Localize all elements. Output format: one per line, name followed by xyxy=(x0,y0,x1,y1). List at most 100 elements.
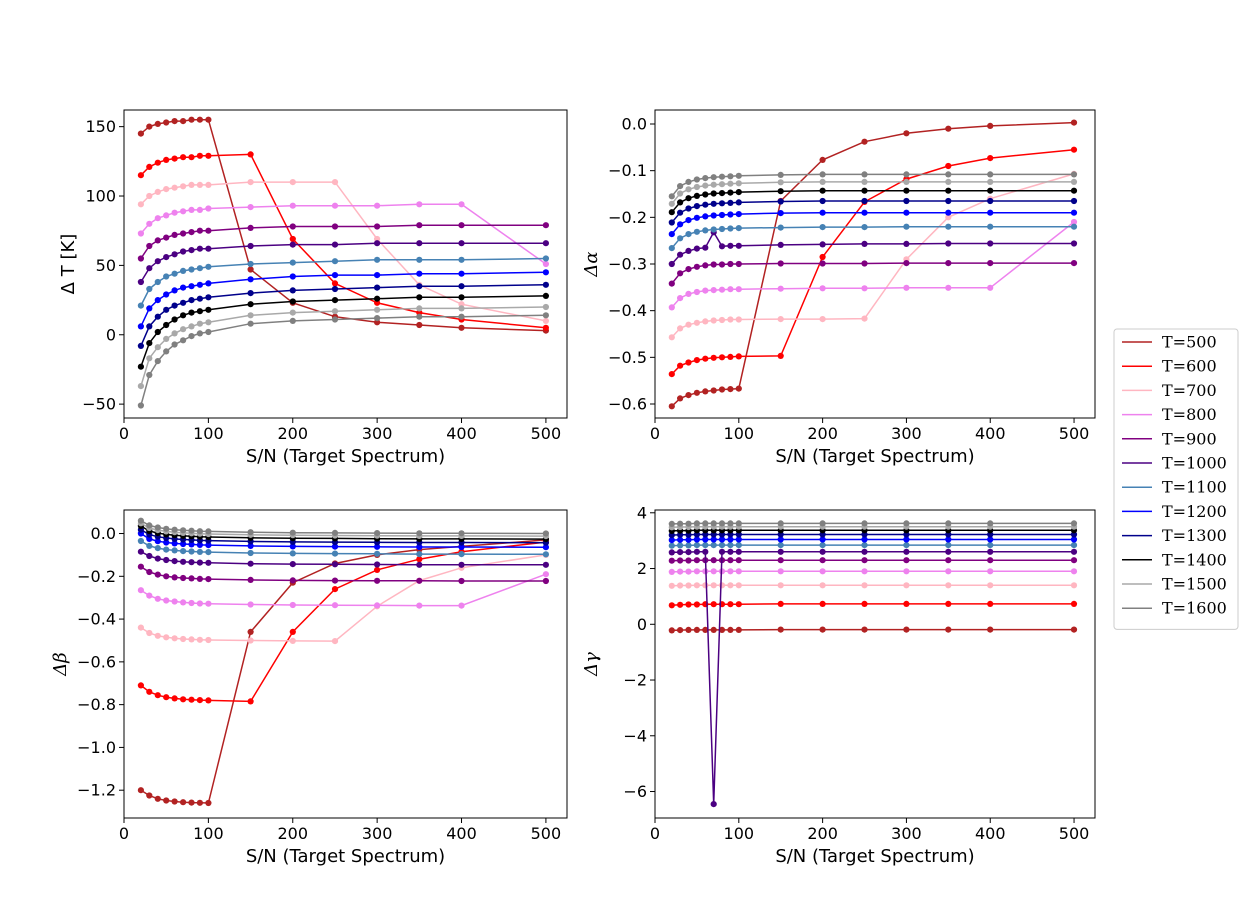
data-point xyxy=(668,200,675,207)
data-point xyxy=(188,541,195,548)
data-point xyxy=(163,573,170,580)
data-point xyxy=(247,312,254,319)
data-point xyxy=(458,561,465,568)
data-point xyxy=(171,184,178,191)
series-line-T-600 xyxy=(140,541,546,703)
data-point xyxy=(710,190,717,197)
data-point xyxy=(154,538,161,545)
data-point xyxy=(735,557,742,564)
data-point xyxy=(677,536,684,543)
data-point xyxy=(458,294,465,301)
data-point xyxy=(861,582,868,589)
data-point xyxy=(987,542,994,549)
data-point xyxy=(819,156,826,163)
y-axis-label: Δ T [K] xyxy=(58,234,79,295)
data-point xyxy=(205,116,212,123)
data-point xyxy=(416,294,423,301)
data-point xyxy=(710,387,717,394)
data-point xyxy=(718,181,726,188)
plot-area-dGamma xyxy=(668,520,1078,808)
series-line-T-1000 xyxy=(140,242,546,283)
data-point xyxy=(677,295,684,302)
series-line-T-1200 xyxy=(671,211,1074,235)
data-point xyxy=(777,210,784,217)
y-tick-label: −0.5 xyxy=(608,348,647,367)
data-point xyxy=(146,265,153,272)
data-point xyxy=(416,577,423,584)
data-point xyxy=(710,200,717,207)
data-point xyxy=(987,626,994,633)
data-point xyxy=(458,530,465,537)
data-point xyxy=(171,798,178,805)
data-point xyxy=(727,286,734,293)
data-point xyxy=(171,526,178,533)
data-point xyxy=(154,297,161,304)
series-line-T-800 xyxy=(671,570,1074,573)
data-point xyxy=(205,576,212,583)
data-point xyxy=(146,242,153,250)
data-point xyxy=(710,212,717,219)
data-point xyxy=(247,576,254,584)
data-point xyxy=(247,529,254,536)
data-point xyxy=(1070,240,1078,247)
data-point xyxy=(205,280,212,287)
x-tick-label: 300 xyxy=(362,424,393,443)
data-point xyxy=(247,224,254,231)
data-point xyxy=(289,298,296,305)
data-point xyxy=(903,130,910,137)
data-point xyxy=(196,799,203,806)
data-point xyxy=(861,520,868,527)
data-point xyxy=(702,582,709,589)
data-point xyxy=(196,281,203,288)
x-tick-label: 400 xyxy=(975,824,1006,843)
data-point xyxy=(542,260,550,268)
data-point xyxy=(685,290,692,297)
data-point xyxy=(1070,209,1078,216)
x-tick-label: 500 xyxy=(1059,824,1090,843)
data-point xyxy=(171,270,178,277)
data-point xyxy=(289,628,296,636)
y-tick-label: 0.0 xyxy=(91,524,116,543)
x-tick-label: 100 xyxy=(193,424,224,443)
data-point xyxy=(861,536,868,543)
series-line-T-1200 xyxy=(140,532,546,548)
data-point xyxy=(861,178,868,185)
data-point xyxy=(458,256,465,263)
data-point xyxy=(693,228,701,235)
data-point xyxy=(1070,548,1078,555)
axes-frame xyxy=(123,109,568,419)
data-point xyxy=(945,171,952,178)
data-point xyxy=(987,582,994,589)
data-point xyxy=(735,172,742,179)
data-point xyxy=(685,247,692,254)
data-point xyxy=(542,269,550,276)
data-point xyxy=(710,601,717,608)
data-point xyxy=(542,281,550,288)
x-tick-label: 400 xyxy=(446,424,477,443)
data-point xyxy=(542,303,550,311)
data-point xyxy=(1070,520,1078,527)
data-point xyxy=(861,626,868,633)
data-point xyxy=(668,602,675,609)
data-point xyxy=(735,601,742,608)
data-point xyxy=(702,626,709,634)
data-point xyxy=(137,548,144,555)
data-point xyxy=(677,235,684,242)
data-point xyxy=(180,558,187,565)
data-point xyxy=(727,536,734,543)
data-point xyxy=(718,548,726,555)
data-point xyxy=(331,272,339,279)
data-point xyxy=(416,561,423,568)
series-line-T-900 xyxy=(671,262,1074,285)
data-point xyxy=(154,692,161,699)
data-point xyxy=(205,181,212,188)
data-point xyxy=(180,527,187,534)
data-point xyxy=(205,600,212,607)
plot-area-dBeta xyxy=(137,517,550,807)
x-tick-label: 0 xyxy=(650,424,660,443)
series-line-T-700 xyxy=(671,584,1074,587)
data-point xyxy=(1070,197,1078,205)
data-point xyxy=(718,243,726,250)
data-point xyxy=(146,163,153,170)
series-line-T-900 xyxy=(140,224,546,259)
